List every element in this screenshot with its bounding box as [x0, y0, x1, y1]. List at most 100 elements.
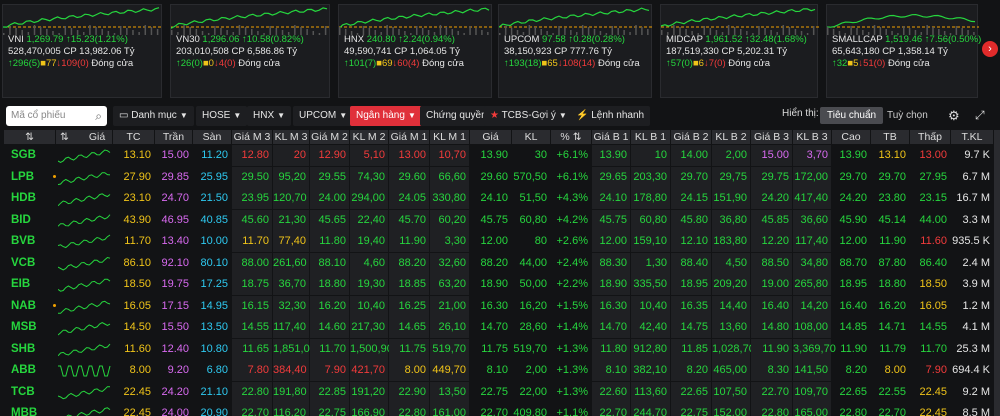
column-header[interactable]: Trần [155, 130, 192, 144]
table-cell: 294,00 [350, 188, 388, 209]
tieu-chuan-toggle[interactable]: Tiêu chuẩn [820, 107, 884, 124]
chevron-down-icon: ▼ [407, 111, 416, 120]
column-header[interactable]: ⇅ Giá [56, 130, 112, 144]
sparkline-path [58, 322, 111, 336]
volume-bar [312, 31, 315, 35]
index-card-midcap[interactable]: MIDCAP 1,961.52 ↑32.48(1.68%) 187,519,330… [660, 4, 819, 98]
table-row[interactable]: TCB 22.45 24.20 21.10 22.80 191,80 22.85 191,20… [4, 381, 994, 403]
expand-icon[interactable]: ⤢ [975, 108, 985, 122]
sparkline-path [58, 365, 111, 377]
table-row[interactable]: MBB 22.45 24.00 20.90 22.70 116,20 22.75 166,90… [4, 403, 994, 416]
stock-symbol[interactable]: HDB [11, 192, 36, 204]
column-header[interactable]: KL [512, 130, 550, 144]
price-sparkline [58, 256, 111, 270]
index-card-hnx[interactable]: HNX 240.80 ↑2.24(0.94%) 49,590,741 CP 1,0… [338, 4, 493, 98]
column-header[interactable]: ⇅ [4, 130, 55, 144]
stock-symbol[interactable]: TCB [11, 385, 35, 398]
volume-bar [433, 32, 436, 35]
index-card-vni[interactable]: VNI 1,269.79 ↑15.23(1.21%) 528,470,005 CP… [2, 4, 163, 98]
lenh-nhanh-button[interactable]: ⚡ Lệnh nhanh [570, 106, 651, 126]
table-row[interactable]: LPB 27.90 29.85 25.95 29.50 95,20 29.55 74,30 29… [4, 166, 994, 188]
chung-quyen-tab[interactable]: Chứng quyền [420, 106, 493, 126]
column-header[interactable]: TB [871, 130, 909, 144]
table-cell: 159,10 [631, 231, 670, 252]
table-row[interactable]: SGB 13.10 15.00 11.20 12.80 20 12.90 5,10 13.00 1… [4, 145, 994, 166]
hnx-dropdown[interactable]: HNX ▼ [247, 106, 292, 126]
table-cell: 45.75 [480, 213, 508, 226]
tuy-chon-toggle[interactable]: Tuỳ chọn [887, 110, 928, 121]
star-icon: ★ [490, 110, 499, 121]
stock-symbol[interactable]: BID [11, 213, 31, 226]
index-card-smallcap[interactable]: SMALLCAP 1,519.46 ↑7.56(0.50%) 65,643,180… [826, 4, 981, 98]
table-cell: 421,70 [350, 360, 388, 381]
column-header[interactable]: Giá M 2 [310, 130, 349, 144]
table-row[interactable]: BVB 11.70 13.40 10.00 11.70 77,40 11.80 19,40 11… [4, 231, 994, 252]
gear-icon[interactable]: ⚙ [948, 108, 960, 123]
table-row[interactable]: VCB 86.10 92.10 80.10 88.00 261,60 88.10 4,60 88… [4, 252, 994, 274]
column-header[interactable]: KL B 1 [631, 130, 670, 144]
column-header[interactable]: Thấp [910, 130, 950, 144]
next-arrow-icon[interactable]: › [982, 41, 998, 57]
stock-symbol[interactable]: MBB [11, 407, 38, 416]
column-header[interactable]: Giá [470, 130, 511, 144]
stock-symbol[interactable]: VCB [11, 256, 36, 269]
table-cell: 14.75 [671, 317, 711, 338]
stock-symbol[interactable]: SGB [11, 149, 36, 161]
table-row[interactable]: ABB 8.00 9.20 6.80 7.80 384,40 7.90 421,70 8.00 4… [4, 360, 994, 381]
ngan-hang-dropdown[interactable]: Ngân hàng ▼ [350, 106, 422, 126]
column-header[interactable]: Sàn [193, 130, 231, 144]
column-header-label: Giá B 2 [673, 131, 709, 143]
column-header[interactable]: KL B 2 [712, 130, 750, 144]
index-volume: 528,470,005 [8, 46, 61, 57]
index-card-upcom[interactable]: UPCOM 97.58 ↑0.28(0.28%) 38,150,923 CP 77… [498, 4, 653, 98]
stock-symbol[interactable]: ABB [11, 364, 36, 376]
stock-symbol[interactable]: NAB [11, 299, 36, 312]
table-row[interactable]: NAB 16.05 17.15 14.95 16.15 32,30 16.20 10,40 16… [4, 295, 994, 317]
table-cell: 13,60 [712, 317, 750, 338]
column-header[interactable]: TC [113, 130, 154, 144]
stock-symbol[interactable]: LPB [11, 170, 34, 183]
stock-symbol[interactable]: BVB [11, 235, 36, 247]
search-icon[interactable]: ⌕ [95, 109, 102, 123]
table-row[interactable]: HDB 23.10 24.70 21.50 23.95 120,70 24.00 294,00… [4, 188, 994, 209]
tcbs-goi-y-dropdown[interactable]: ★ TCBS-Gợi ý ▼ [484, 106, 573, 126]
column-header[interactable]: % ⇅ [551, 130, 591, 144]
column-header[interactable]: Giá B 2 [671, 130, 711, 144]
price-sparkline [58, 171, 111, 185]
hose-dropdown[interactable]: HOSE ▼ [196, 106, 248, 126]
column-header[interactable]: Cao [832, 130, 870, 144]
index-card-vn30[interactable]: VN30 1,296.06 ↑10.58(0.82%) 203,010,508 C… [170, 4, 331, 98]
column-header[interactable]: KL M 1 [430, 130, 469, 144]
volume-bar [183, 25, 185, 35]
column-header[interactable]: Giá B 1 [592, 130, 630, 144]
stock-symbol[interactable]: SHB [11, 342, 36, 355]
table-cell: 7.90 [310, 360, 349, 381]
table-row[interactable]: MSB 14.50 15.50 13.50 14.55 117,40 14.60 217,30… [4, 317, 994, 338]
table-cell: 29.60 [480, 170, 508, 183]
index-value: 1,296.06 [202, 34, 240, 45]
index-amount: 6,586.86 [247, 46, 285, 57]
column-header[interactable]: KL B 3 [793, 130, 831, 144]
upcom-dropdown[interactable]: UPCOM ▼ [293, 106, 354, 126]
column-header[interactable]: KL M 3 [273, 130, 309, 144]
column-header[interactable]: Giá M 1 [389, 130, 429, 144]
column-header[interactable]: T.KL [951, 130, 993, 144]
column-header[interactable]: KL M 2 [350, 130, 388, 144]
column-header[interactable]: Giá M 3 [232, 130, 272, 144]
volume-bar [350, 31, 353, 35]
stock-symbol[interactable]: EIB [11, 278, 31, 290]
table-row[interactable]: BID 43.90 46.95 40.85 45.60 21,30 45.65 22,40 45… [4, 209, 994, 231]
table-row[interactable]: EIB 18.50 19.75 17.25 18.75 36,70 18.80 19,30 18… [4, 274, 994, 295]
table-cell: 3,30 [430, 231, 469, 252]
column-header-label: KL B 1 [634, 131, 667, 143]
table-cell: 29.70 [839, 170, 867, 183]
search-input[interactable]: Mã cổ phiếu ⌕ [6, 106, 107, 126]
table-row[interactable]: SHB 11.60 12.40 10.80 11.65 1,851,00 11.70 1,50… [4, 338, 994, 360]
danh-muc-dropdown[interactable]: ▭ Danh mục ▼ [113, 106, 194, 126]
vertical-scrollbar[interactable] [994, 130, 1000, 416]
table-cell: 24.00 [310, 188, 349, 209]
table-cell: 191,20 [350, 381, 388, 403]
column-header[interactable]: Giá B 3 [751, 130, 792, 144]
table-cell: 11.90 [389, 231, 429, 252]
stock-symbol[interactable]: MSB [11, 321, 37, 333]
